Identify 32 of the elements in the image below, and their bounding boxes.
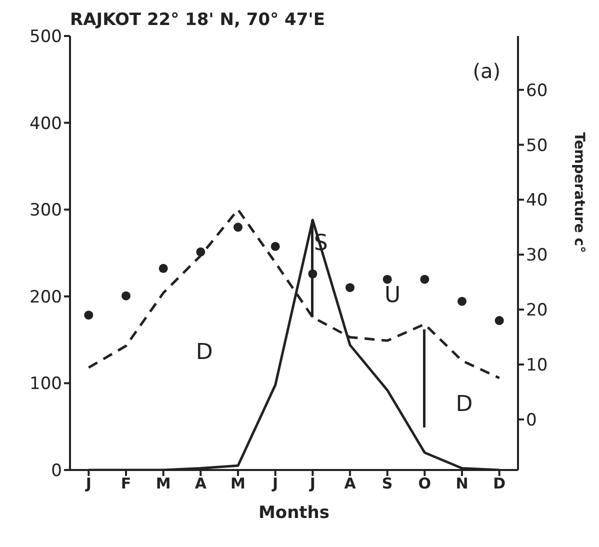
x-tick-label: O — [418, 474, 432, 493]
annotation: D — [196, 340, 213, 365]
y2-tick-label: 10 — [526, 356, 548, 376]
y2-axis-title: Temperature c° — [571, 132, 588, 253]
y-tick-label: 200 — [30, 287, 62, 308]
x-tick-label: A — [194, 474, 207, 493]
annotation: (a) — [472, 58, 501, 83]
x-tick-label: N — [456, 474, 468, 493]
chart-title: RAJKOT 22° 18' N, 70° 47'E — [70, 10, 325, 30]
y-tick-label: 400 — [30, 114, 62, 134]
x-tick-label: J — [308, 474, 316, 493]
y2-tick-label: 0 — [526, 410, 537, 430]
x-tick-label: S — [382, 474, 393, 493]
y2-tick-label: 40 — [526, 190, 548, 211]
annotation: U — [384, 283, 401, 308]
y2-tick-label: 50 — [526, 136, 548, 156]
y-tick-label: 500 — [30, 27, 62, 48]
x-tick-label: F — [120, 474, 132, 493]
x-axis-title: Months — [258, 503, 330, 523]
y-tick-label: 100 — [30, 374, 62, 394]
y2-tick-label: 30 — [526, 246, 548, 266]
y-tick-label: 0 — [51, 461, 62, 482]
x-tick-label: A — [344, 474, 356, 493]
y-tick-label: 300 — [30, 200, 62, 221]
x-tick-label: J — [272, 474, 278, 493]
y2-tick-label: 20 — [526, 300, 548, 321]
x-tick-label: D — [493, 474, 506, 493]
x-tick-label: J — [84, 474, 92, 493]
x-tick-label: M — [230, 474, 246, 493]
x-tick-label: M — [156, 474, 171, 493]
annotation: D — [456, 392, 473, 417]
y2-tick-label: 60 — [526, 80, 548, 101]
